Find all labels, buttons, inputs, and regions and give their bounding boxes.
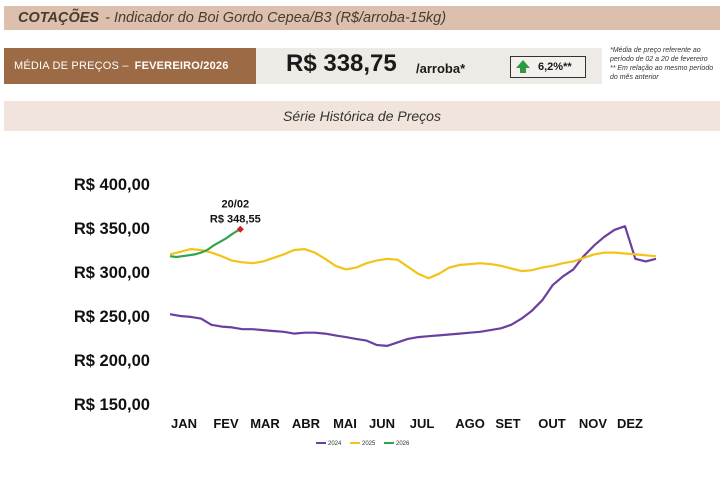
x-tick-label: OUT bbox=[538, 416, 566, 431]
x-tick-label: NOV bbox=[579, 416, 608, 431]
variation-badge: 6,2%** bbox=[510, 56, 586, 78]
y-tick-label: R$ 250,00 bbox=[74, 308, 150, 326]
series-line-2026 bbox=[169, 228, 241, 259]
price-box: R$ 338,75 /arroba* 6,2%** bbox=[256, 48, 602, 84]
x-tick-label: FEV bbox=[213, 416, 239, 431]
x-tick-label: MAI bbox=[333, 416, 357, 431]
price-period-band: MÉDIA DE PREÇOS – FEVEREIRO/2026 bbox=[4, 48, 256, 84]
y-tick-label: R$ 400,00 bbox=[74, 176, 150, 194]
annotation-value: R$ 348,55 bbox=[210, 213, 261, 225]
x-tick-label: JAN bbox=[171, 416, 197, 431]
price-unit: /arroba* bbox=[416, 61, 466, 76]
y-tick-label: R$ 200,00 bbox=[74, 352, 150, 370]
title-strong: COTAÇÕES bbox=[18, 10, 100, 26]
x-tick-label: DEZ bbox=[617, 416, 643, 431]
y-tick-label: R$ 300,00 bbox=[74, 264, 150, 282]
annotation-date: 20/02 bbox=[222, 198, 250, 210]
price-period-label: MÉDIA DE PREÇOS – bbox=[14, 60, 129, 72]
series-line-2025 bbox=[169, 247, 657, 280]
x-tick-label: JUL bbox=[410, 416, 435, 431]
x-tick-label: JUN bbox=[369, 416, 395, 431]
x-tick-label: ABR bbox=[292, 416, 321, 431]
arrow-up-icon bbox=[516, 60, 530, 73]
x-tick-label: AGO bbox=[455, 416, 485, 431]
legend-label-2026: 2026 bbox=[396, 441, 410, 447]
y-tick-label: R$ 150,00 bbox=[74, 396, 150, 414]
section-title: Série Histórica de Preços bbox=[283, 108, 441, 124]
footnote-2: ** Em relação ao mesmo período do mês an… bbox=[610, 65, 714, 81]
price-history-chart: R$ 150,00 R$ 200,00 R$ 250,00 R$ 300,00 R$ 3… bbox=[74, 176, 657, 447]
variation-value: 6,2%** bbox=[538, 61, 572, 73]
price-value: R$ 338,75 bbox=[286, 50, 397, 77]
price-period-month: FEVEREIRO/2026 bbox=[134, 60, 229, 72]
legend-label-2025: 2025 bbox=[362, 441, 376, 447]
footnote-1: *Média de preço referente ao período de … bbox=[610, 47, 708, 63]
annotation-marker bbox=[236, 225, 244, 233]
x-tick-label: SET bbox=[495, 416, 520, 431]
legend-label-2024: 2024 bbox=[328, 441, 342, 447]
section-title-bar: Série Histórica de Preços bbox=[4, 101, 720, 131]
x-tick-label: MAR bbox=[250, 416, 280, 431]
title-bar: COTAÇÕES - Indicador do Boi Gordo Cepea/… bbox=[4, 6, 720, 30]
footnotes: *Média de preço referente ao período de … bbox=[610, 46, 722, 82]
series-line-2024 bbox=[169, 225, 657, 347]
y-tick-label: R$ 350,00 bbox=[74, 220, 150, 238]
title-rest: - Indicador do Boi Gordo Cepea/B3 (R$/ar… bbox=[105, 10, 447, 26]
